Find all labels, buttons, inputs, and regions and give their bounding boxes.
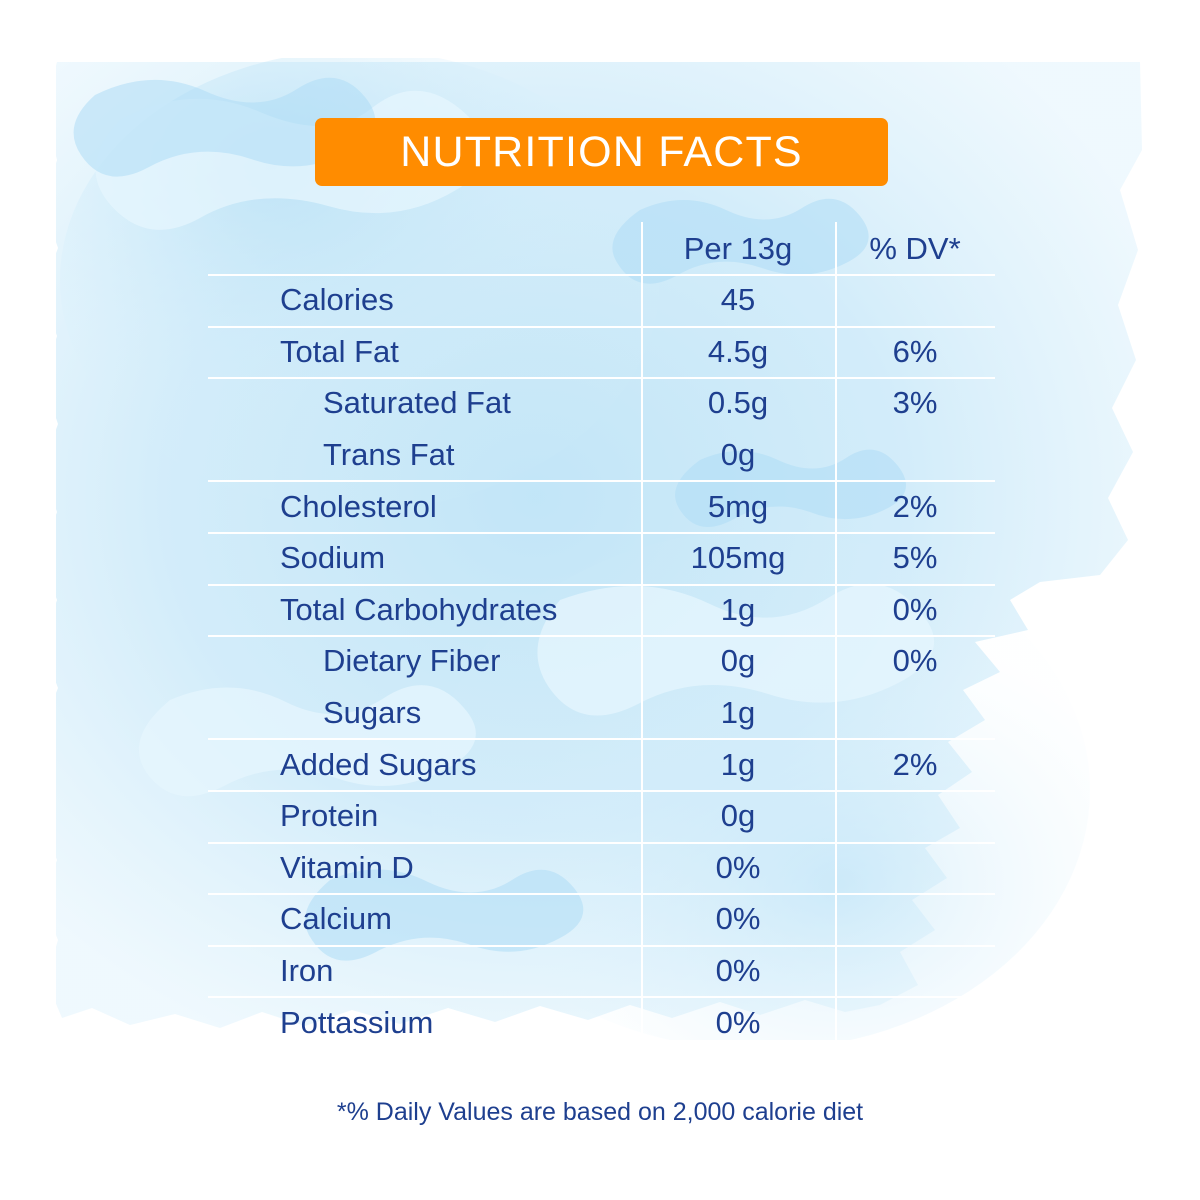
nutrient-label-cell: Total Carbohydrates: [280, 591, 558, 627]
title-banner: NUTRITION FACTS: [315, 118, 888, 186]
nutrient-label-cell: Total Fat: [280, 333, 399, 369]
table-row: Trans Fat 0g: [208, 429, 995, 481]
table-row: Total Fat 4.5g 6%: [208, 325, 995, 378]
nutrient-amount-cell: 5mg: [707, 488, 769, 524]
nutrient-label-cell: Vitamin D: [280, 849, 414, 885]
table-row: Calories 45: [208, 274, 995, 326]
nutrient-daily-value-cell: 6%: [892, 333, 938, 369]
table-row: Iron 0%: [208, 944, 995, 997]
table-row: Saturated Fat 0.5g 3%: [208, 377, 995, 429]
nutrient-label-cell: Calcium: [280, 901, 392, 937]
nutrient-amount-cell: 1g: [720, 746, 756, 782]
nutrient-amount-cell: 1g: [720, 695, 756, 731]
nutrient-daily-value-cell: 3%: [892, 385, 938, 421]
nutrient-label-cell: Added Sugars: [280, 746, 477, 782]
nutrient-amount-cell: 0%: [715, 901, 761, 937]
daily-value-footnote: *% Daily Values are based on 2,000 calor…: [336, 1098, 864, 1126]
table-row: Vitamin D 0%: [208, 841, 995, 894]
nutrient-daily-value-cell: 5%: [892, 540, 938, 576]
table-row: Cholesterol 5mg 2%: [208, 480, 995, 532]
nutrient-amount-cell: 45: [720, 282, 756, 318]
nutrient-daily-value-cell: 0%: [892, 591, 938, 627]
nutrient-label-cell: Iron: [280, 953, 334, 989]
nutrient-label-cell: Saturated Fat: [323, 385, 511, 421]
table-row: Dietary Fiber 0g 0%: [208, 635, 995, 687]
nutrient-amount-cell: 0.5g: [707, 385, 769, 421]
nutrient-amount-cell: 1g: [720, 591, 756, 627]
nutrient-label-cell: Sugars: [323, 695, 422, 731]
table-row: Pottassium 0%: [208, 996, 995, 1048]
nutrient-label-cell: Calories: [280, 282, 394, 318]
nutrient-label-cell: Trans Fat: [323, 437, 455, 473]
nutrient-amount-cell: 0%: [715, 953, 761, 989]
nutrient-label-cell: Protein: [280, 798, 379, 834]
nutrient-label-cell: Sodium: [280, 540, 386, 576]
header-amount-cell: Per 13g: [683, 230, 793, 266]
nutrient-amount-cell: 4.5g: [707, 333, 769, 369]
nutrient-daily-value-cell: 2%: [892, 746, 938, 782]
nutrient-label-cell: Pottassium: [280, 1004, 434, 1040]
table-row: Sugars 1g: [208, 687, 995, 739]
table-rows-container: Calories 45 Total Fat 4.5g 6% Saturated Fat 0.…: [208, 274, 995, 1048]
nutrient-amount-cell: 0g: [720, 437, 756, 473]
table-header-row: Per 13g % DV*: [208, 222, 995, 274]
nutrient-amount-cell: 105mg: [690, 540, 786, 576]
table-row: Calcium 0%: [208, 893, 995, 945]
nutrient-daily-value-cell: 0%: [892, 643, 938, 679]
header-daily-value-cell: % DV*: [869, 230, 961, 266]
page-title: NUTRITION FACTS: [400, 127, 803, 176]
nutrition-table: Per 13g % DV* Calories 45 Total Fat 4.5g 6% S…: [208, 222, 995, 1048]
table-row: Protein 0g: [208, 789, 995, 842]
table-row: Added Sugars 1g 2%: [208, 738, 995, 790]
table-row: Sodium 105mg 5%: [208, 531, 995, 584]
nutrient-amount-cell: 0%: [715, 849, 761, 885]
nutrient-label-cell: Dietary Fiber: [323, 643, 501, 679]
table-row: Total Carbohydrates 1g 0%: [208, 583, 995, 636]
nutrient-label-cell: Cholesterol: [280, 488, 437, 524]
nutrient-amount-cell: 0g: [720, 643, 756, 679]
nutrient-daily-value-cell: 2%: [892, 488, 938, 524]
nutrient-amount-cell: 0g: [720, 798, 756, 834]
nutrient-amount-cell: 0%: [715, 1004, 761, 1040]
